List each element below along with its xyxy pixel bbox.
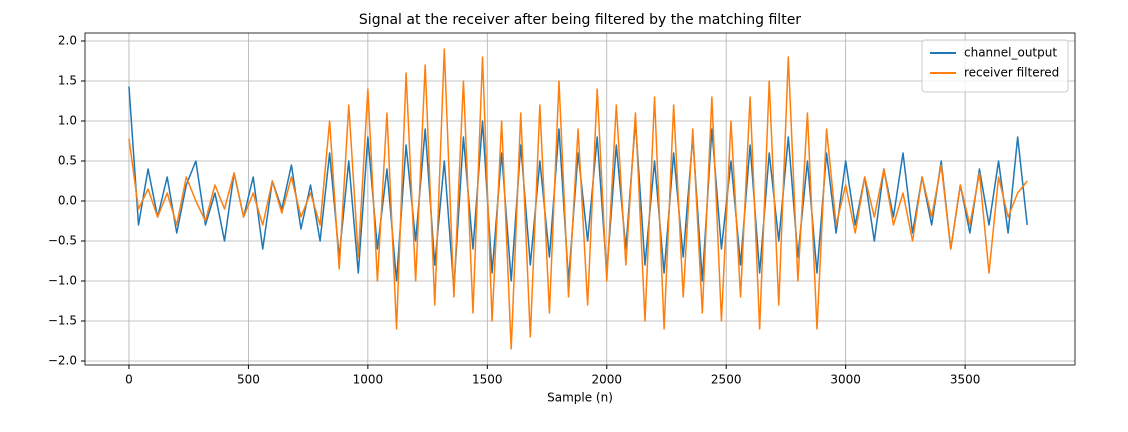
- y-tick-label: 2.0: [58, 34, 77, 48]
- x-tick-label: 2000: [591, 373, 622, 387]
- y-tick-label: 1.0: [58, 114, 77, 128]
- x-tick-label: 2500: [711, 373, 742, 387]
- x-tick-label: 0: [125, 373, 133, 387]
- x-tick-label: 1000: [353, 373, 384, 387]
- y-tick-label: 1.5: [58, 74, 77, 88]
- plot-frame: [84, 32, 1076, 366]
- x-tick-label: 3500: [950, 373, 981, 387]
- x-tick-label: 3000: [830, 373, 861, 387]
- x-axis-label: Sample (n): [547, 391, 613, 405]
- y-tick-label: −2.0: [48, 354, 77, 368]
- legend-box: [921, 39, 1069, 93]
- y-tick-label: −0.5: [48, 234, 77, 248]
- x-tick-label: 1500: [472, 373, 503, 387]
- legend-label: receiver filtered: [964, 66, 1059, 80]
- y-tick-label: 0.0: [58, 194, 77, 208]
- series-line: [128, 86, 1028, 290]
- legend-label: channel_output: [964, 46, 1057, 60]
- chart-title: Signal at the receiver after being filte…: [359, 12, 801, 28]
- y-tick-label: −1.0: [48, 274, 77, 288]
- x-tick-label: 500: [237, 373, 260, 387]
- series-line: [128, 48, 1028, 350]
- y-tick-label: −1.5: [48, 314, 77, 328]
- y-tick-label: 0.5: [58, 154, 77, 168]
